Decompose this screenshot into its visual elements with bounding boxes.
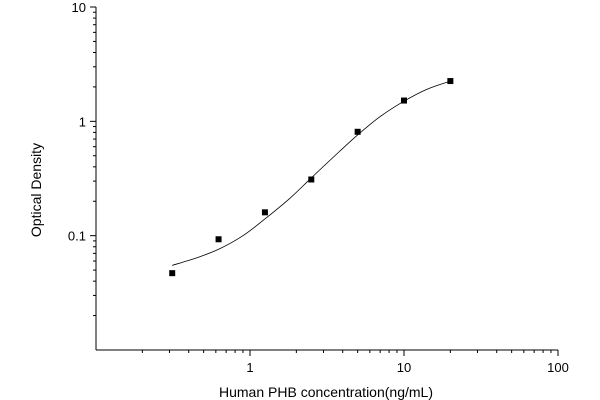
- data-point: [308, 176, 315, 183]
- x-tick-label: 1: [246, 360, 253, 375]
- data-point: [215, 236, 222, 243]
- x-tick-label: 10: [397, 360, 411, 375]
- fit-curve: [172, 80, 451, 266]
- data-point: [354, 128, 361, 135]
- y-axis-title: Optical Density: [28, 143, 44, 237]
- y-tick-label: 1: [79, 114, 86, 129]
- x-tick-label: 100: [547, 360, 569, 375]
- data-point: [169, 270, 176, 277]
- data-point: [401, 97, 407, 104]
- data-point: [447, 78, 454, 85]
- plot-area: 1 10 100 0.1 1 10: [68, 0, 569, 375]
- x-axis-title: Human PHB concentration(ng/mL): [219, 384, 433, 400]
- data-point: [261, 209, 268, 216]
- y-tick-label: 10: [72, 0, 86, 15]
- y-tick-label: 0.1: [68, 229, 86, 244]
